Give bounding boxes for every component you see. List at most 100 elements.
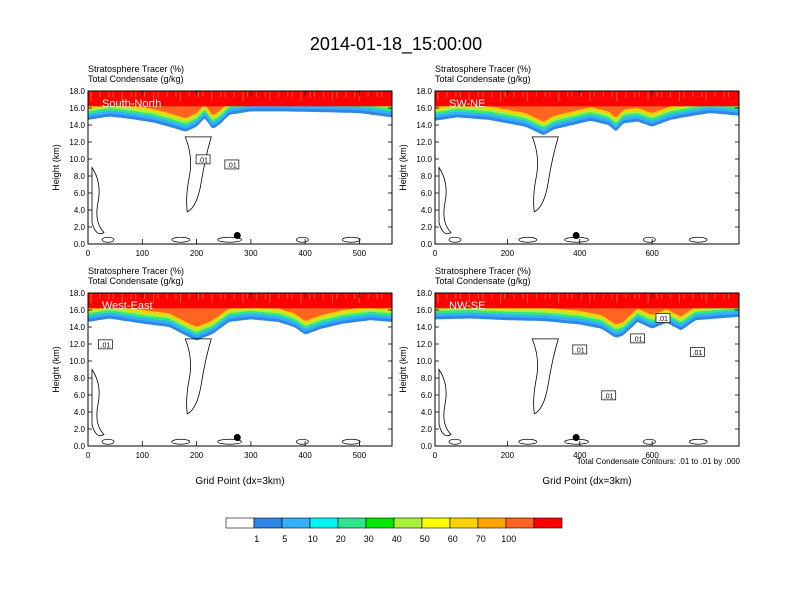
contour-label-box [98,339,113,350]
y-tick-label: 8.0 [74,374,86,383]
contour-label: .01 [658,316,668,323]
y-tick-label: 0.0 [74,442,86,451]
y-tick-label: 14.0 [416,121,432,130]
y-axis-label: Height (km) [51,346,61,393]
condensate-contour [91,166,105,235]
colorbar-swatch [281,517,311,529]
x-tick-label: 300 [244,249,258,258]
y-tick-label: 10.0 [416,155,432,164]
y-tick-label: 6.0 [421,189,433,198]
colorbar-swatch [393,517,423,529]
condensate-contour [217,438,242,445]
panel-title-line2: Total Condensate (g/kg) [435,74,531,84]
panel-label: SW-NE [449,98,485,110]
y-tick-label: 12.0 [416,340,432,349]
condensate-contour [101,438,115,445]
x-tick-label: 400 [298,249,312,258]
contour-label: .01 [575,347,585,354]
x-tick-label: 100 [136,451,150,460]
contour-label: .01 [604,393,614,400]
colorbar-swatch [505,517,535,529]
figure-title: 2014-01-18_15:00:00 [310,34,482,55]
condensate-contour [296,236,309,243]
colorbar-label: 10 [308,534,318,544]
colorbar-label: 100 [501,534,516,544]
y-tick-label: 18.0 [69,289,85,298]
contour-label: .01 [101,342,111,349]
y-tick-label: 4.0 [421,206,433,215]
x-tick-label: 500 [353,451,367,460]
y-tick-label: 8.0 [421,374,433,383]
condensate-contour [531,136,559,213]
contour-label: .01 [227,162,237,169]
y-tick-label: 4.0 [421,408,433,417]
colorbar-swatch [365,517,395,529]
colorbar-swatch [309,517,339,529]
colorbar-swatch [477,517,507,529]
y-tick-label: 8.0 [74,172,86,181]
tracer-band-top [435,293,739,309]
y-tick-label: 0.0 [421,240,433,249]
colorbar-swatch [421,517,451,529]
colorbar-label: 70 [476,534,486,544]
colorbar-swatch [449,517,479,529]
contour-label-box [601,390,617,401]
contour-label: .01 [693,350,703,357]
panels: Stratosphere Tracer (%) Total Condensate … [51,64,740,487]
y-tick-label: 6.0 [74,391,86,400]
panel-title-line1: Stratosphere Tracer (%) [435,266,531,276]
y-tick-label: 16.0 [69,104,85,113]
colorbar-swatch [253,517,283,529]
panel-label: West-East [102,300,153,312]
panel-title-line2: Total Condensate (g/kg) [88,276,184,286]
y-tick-label: 0.0 [74,240,86,249]
y-tick-label: 18.0 [416,289,432,298]
x-tick-label: 0 [86,451,91,460]
condensate-contour [217,236,242,243]
condensate-contour [518,236,538,243]
contour-label-box [224,159,240,170]
panel-label: NW-SE [449,300,485,312]
colorbar-label: 30 [364,534,374,544]
condensate-contour [643,236,656,243]
panel-label: South-North [102,98,161,110]
panel-nw-se: Stratosphere Tracer (%)Total Condensate … [398,266,740,487]
colorbar-label: 60 [448,534,458,544]
colorbar-label: 20 [336,534,346,544]
condensate-contour [448,236,462,243]
colorbar-swatch [225,517,255,529]
y-tick-label: 2.0 [74,223,86,232]
location-marker [572,434,580,441]
tracer-band-top [88,91,392,107]
y-tick-label: 14.0 [69,121,85,130]
colorbar-swatch [337,517,367,529]
condensate-contour [171,236,191,243]
plot-frame [87,292,393,447]
y-tick-label: 16.0 [416,306,432,315]
colorbar-label: 1 [254,534,259,544]
y-tick-label: 4.0 [74,408,86,417]
y-tick-label: 4.0 [74,206,86,215]
panel-west-east: Stratosphere Tracer (%)Total Condensate … [51,266,393,487]
condensate-contour [688,438,708,445]
y-tick-label: 14.0 [416,323,432,332]
condensate-contour [171,438,191,445]
contour-label: .01 [633,336,643,343]
contour-label-box [572,344,588,355]
x-axis-label: Grid Point (dx=3km) [542,476,631,487]
condensate-contour [101,236,115,243]
colorbar-label: 40 [392,534,402,544]
tracer-band-top [88,293,392,309]
colorbar: 1 5 10 20 30 40 50 60 70 100 [225,517,563,544]
contour-label-box [690,347,705,357]
x-tick-label: 300 [244,451,258,460]
y-tick-label: 18.0 [416,87,432,96]
x-tick-label: 200 [501,249,515,258]
location-marker [233,232,241,239]
condensate-contour [341,438,361,445]
x-tick-label: 500 [353,249,367,258]
colorbar-label: 50 [420,534,430,544]
location-marker [572,232,580,239]
y-tick-label: 16.0 [69,306,85,315]
x-tick-label: 0 [433,451,438,460]
